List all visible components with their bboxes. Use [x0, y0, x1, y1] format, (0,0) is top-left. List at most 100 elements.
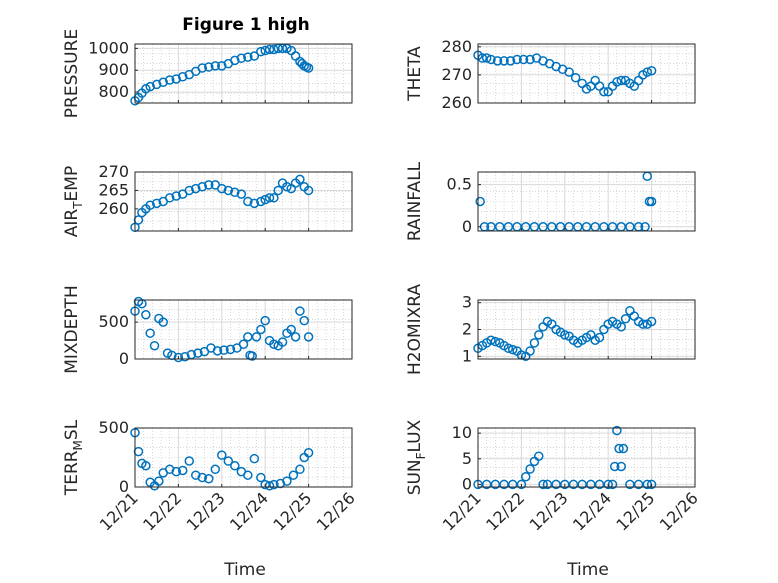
data-point [529, 338, 540, 348]
y-axis-label-subscript: F [414, 452, 428, 459]
y-tick-label: 280 [441, 37, 472, 56]
y-tick-label: 1 [462, 346, 472, 365]
data-point [180, 352, 190, 362]
data-point [290, 332, 301, 342]
data-point [518, 54, 529, 65]
data-point [616, 461, 626, 472]
data-point [303, 185, 314, 196]
data-point [282, 182, 292, 192]
data-point [490, 336, 501, 347]
x-tick-label: 12/25 [269, 488, 315, 534]
panel-theta: 260 270 280 THETA [405, 37, 696, 112]
y-tick-label: 500 [98, 312, 129, 331]
y-tick-label: 0 [119, 349, 129, 368]
data-point [164, 75, 175, 85]
data-point [269, 479, 279, 490]
data-point [264, 193, 275, 203]
data-point [230, 187, 240, 198]
data-point [133, 446, 144, 457]
y-axis-label: THETA [405, 46, 425, 102]
axes-box [477, 427, 696, 488]
data-point [151, 198, 162, 209]
data-point [191, 470, 201, 480]
data-point [145, 81, 155, 92]
data-point [145, 200, 155, 210]
data-point [486, 335, 496, 345]
panel-mixdepth: 0 500 MIXDEPTH [62, 285, 353, 374]
data-point [570, 72, 581, 83]
y-axis-label-main: PRESSURE [62, 29, 82, 118]
data-point [475, 196, 485, 207]
data-point [243, 52, 253, 62]
data-point [260, 45, 270, 56]
y-axis-label: H2OMIXRA [405, 284, 425, 375]
data-point [197, 182, 208, 192]
data-point [204, 180, 214, 190]
y-axis-label-main: AIR [62, 209, 82, 238]
figure-title: Figure 1 high [182, 15, 310, 35]
data-point [158, 317, 168, 327]
data-point [612, 77, 622, 87]
data-point [646, 316, 657, 327]
y-tick-label: 270 [441, 65, 472, 84]
x-tick-label: 12/22 [139, 488, 185, 534]
data-point [481, 53, 492, 63]
axes-box [134, 299, 353, 360]
data-point [249, 198, 260, 209]
data-point [277, 337, 288, 347]
data-point [288, 470, 299, 480]
data-point [204, 62, 214, 72]
data-point [256, 46, 266, 57]
data-point [141, 310, 151, 320]
data-point [171, 74, 181, 84]
data-point [251, 332, 262, 342]
data-point [256, 472, 266, 483]
data-point [486, 54, 496, 65]
x-tick-label: 12/25 [612, 488, 658, 534]
y-tick-label: 2 [462, 320, 472, 339]
data-point [219, 345, 229, 355]
data-point [173, 352, 184, 363]
data-point [236, 53, 247, 63]
data-point [269, 193, 279, 203]
data-point [612, 425, 622, 436]
data-point [217, 450, 227, 460]
panel-rainfall: 0 0.5 RAINFALL [405, 161, 696, 241]
data-point [197, 63, 208, 73]
data-point [184, 185, 194, 196]
y-tick-label: 260 [441, 93, 472, 112]
data-point [243, 470, 253, 480]
data-point [616, 75, 626, 86]
y-axis-label-suffix: LUX [405, 419, 425, 452]
data-point [171, 191, 181, 201]
data-point [177, 72, 188, 82]
x-tick-label: 12/24 [226, 488, 272, 534]
data-point [507, 344, 518, 355]
data-point [492, 56, 503, 66]
data-point [238, 339, 249, 349]
axes-box [477, 171, 696, 232]
y-tick-label: 270 [98, 162, 129, 181]
y-axis-label: MIXDEPTH [62, 285, 82, 374]
data-point [295, 464, 305, 475]
y-axis-label: AIRTEMP [62, 166, 85, 237]
data-point [512, 54, 522, 65]
data-point [264, 44, 275, 55]
data-point [260, 194, 270, 205]
data-point [217, 183, 227, 194]
data-point [516, 479, 527, 490]
data-point [534, 451, 544, 461]
x-tick-label: 12/21 [439, 488, 485, 534]
y-tick-label: 1000 [88, 38, 129, 57]
data-point [177, 465, 188, 476]
data-point [225, 344, 236, 355]
data-point [525, 464, 535, 474]
data-point [230, 55, 240, 66]
data-point [223, 185, 234, 196]
xlabel-left: Time [223, 560, 266, 580]
y-tick-label: 5 [462, 449, 472, 468]
data-point [269, 44, 279, 55]
y-axis-label-main: TERR [62, 450, 82, 496]
